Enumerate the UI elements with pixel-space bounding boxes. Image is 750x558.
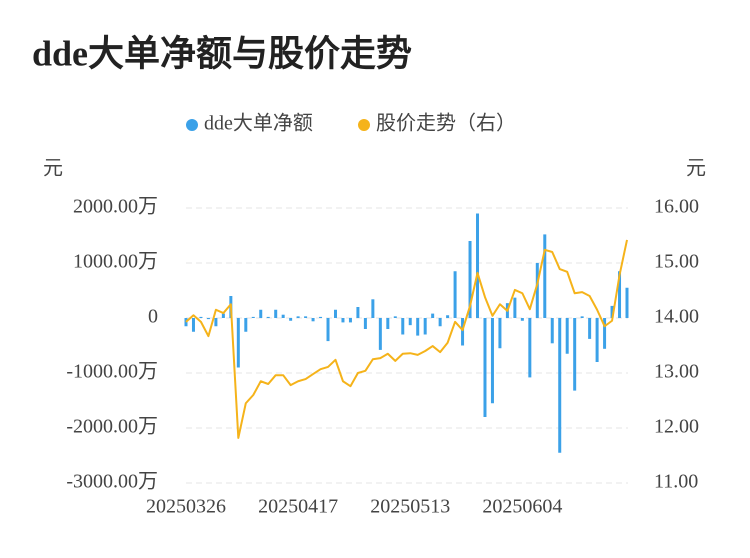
bar <box>610 305 614 318</box>
bar <box>378 318 382 350</box>
bar <box>356 307 360 318</box>
bar <box>184 318 188 327</box>
bar <box>236 318 240 368</box>
bar <box>431 313 435 318</box>
bar <box>490 318 494 404</box>
y2-tick-label: 16.00 <box>654 196 699 218</box>
y-tick-label: 0 <box>148 306 158 328</box>
y-tick-label: -3000.00万 <box>66 471 158 493</box>
bar <box>341 318 345 323</box>
bar <box>573 318 577 391</box>
bar <box>618 271 622 318</box>
y2-axis-label: 元 <box>686 158 706 180</box>
bar <box>580 316 584 318</box>
bar <box>221 313 225 318</box>
bar <box>191 318 195 332</box>
bar <box>289 318 293 321</box>
bar <box>535 263 539 318</box>
y2-tick-label: 13.00 <box>654 361 699 383</box>
bar <box>259 309 263 318</box>
y2-tick-label: 15.00 <box>654 251 699 273</box>
bar <box>199 316 203 318</box>
bar <box>423 318 427 335</box>
legend-label: dde大单净额 <box>204 112 313 135</box>
legend-marker <box>358 119 370 131</box>
legend-marker <box>186 119 198 131</box>
bar <box>603 318 607 349</box>
x-tick-label: 20250326 <box>146 496 226 518</box>
y2-tick-label: 12.00 <box>654 416 699 438</box>
bar <box>625 287 629 318</box>
bar <box>408 318 412 326</box>
bar <box>468 241 472 318</box>
legend-label: 股价走势（右） <box>376 112 516 135</box>
bar <box>311 318 315 322</box>
bar <box>363 318 367 329</box>
bar <box>550 318 554 344</box>
x-tick-label: 20250604 <box>482 496 562 518</box>
x-tick-label: 20250513 <box>370 496 450 518</box>
bar <box>304 316 308 318</box>
bar <box>513 297 517 318</box>
bar <box>296 316 300 318</box>
bar <box>401 318 405 335</box>
y-tick-label: 1000.00万 <box>73 251 158 273</box>
bar <box>326 318 330 342</box>
bar <box>595 318 599 362</box>
bar <box>483 318 487 417</box>
price-line <box>185 239 628 439</box>
bar <box>438 318 442 327</box>
bar <box>386 318 390 329</box>
y-tick-label: -1000.00万 <box>66 361 158 383</box>
y2-tick-label: 14.00 <box>654 306 699 328</box>
bar <box>543 234 547 318</box>
bar <box>498 318 502 349</box>
bar <box>446 315 450 318</box>
bar <box>348 318 352 323</box>
bar <box>371 299 375 318</box>
bar <box>393 316 397 318</box>
bar <box>461 318 465 346</box>
bar <box>453 271 457 318</box>
bar <box>528 318 532 378</box>
y-tick-label: -2000.00万 <box>66 416 158 438</box>
bar <box>476 213 480 318</box>
x-tick-label: 20250417 <box>258 496 338 518</box>
chart-title: dde大单净额与股价走势 <box>32 33 412 73</box>
y-axis-label: 元 <box>43 158 63 180</box>
bar <box>274 309 278 318</box>
bar <box>244 318 248 332</box>
bar <box>206 318 210 320</box>
bar <box>565 318 569 354</box>
bar <box>266 316 270 318</box>
y-tick-label: 2000.00万 <box>73 196 158 218</box>
bar <box>520 318 524 321</box>
bar <box>588 318 592 339</box>
bar <box>214 318 218 327</box>
y2-tick-label: 11.00 <box>654 471 698 493</box>
bar <box>319 316 323 318</box>
bar <box>558 318 562 453</box>
bar <box>281 314 285 318</box>
bar <box>333 309 337 318</box>
bar <box>251 316 255 318</box>
bar <box>416 318 420 336</box>
